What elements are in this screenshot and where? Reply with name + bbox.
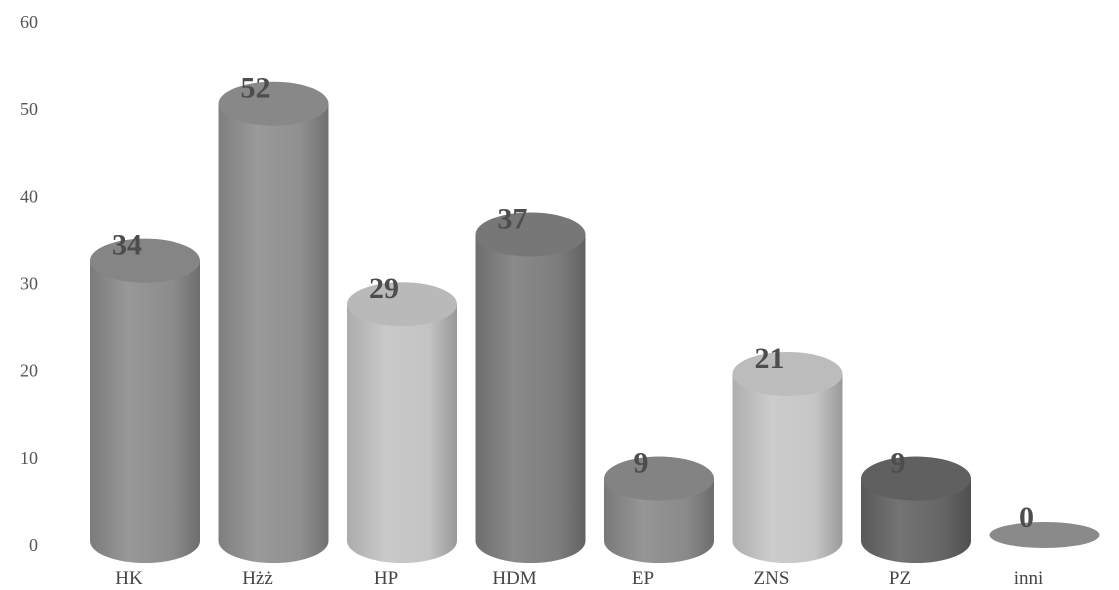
data-label: 9 xyxy=(891,447,906,480)
bar-HK xyxy=(90,239,200,563)
x-tick-label: HK xyxy=(115,568,143,589)
y-tick-label: 0 xyxy=(29,535,38,555)
y-tick-label: 10 xyxy=(20,448,38,468)
data-label: 9 xyxy=(634,447,649,480)
data-label: 37 xyxy=(498,202,528,235)
bar-top xyxy=(219,82,329,126)
data-label: 34 xyxy=(112,229,142,262)
bar-top xyxy=(990,522,1100,548)
data-label: 29 xyxy=(369,272,399,305)
bar-body xyxy=(476,234,586,563)
x-tick-label: inni xyxy=(1014,568,1044,589)
bar-top xyxy=(476,212,586,256)
bar-body xyxy=(733,374,843,563)
data-label: 0 xyxy=(1019,501,1034,534)
y-axis: 0 10 20 30 40 50 60 xyxy=(20,12,38,555)
x-tick-label: HDM xyxy=(492,568,536,589)
bar-body xyxy=(219,104,329,563)
bar-inni xyxy=(990,522,1100,548)
bar-top xyxy=(347,282,457,326)
bar-HDM xyxy=(476,212,586,563)
x-tick-label: Hżż xyxy=(242,568,273,589)
data-label: 21 xyxy=(755,342,785,375)
bar-top xyxy=(733,352,843,396)
bars xyxy=(90,82,1100,563)
bar-HP xyxy=(347,282,457,563)
y-tick-label: 50 xyxy=(20,99,38,119)
y-tick-label: 60 xyxy=(20,12,38,32)
x-tick-label: PZ xyxy=(889,568,911,589)
data-label: 52 xyxy=(241,72,271,105)
bar-top xyxy=(604,457,714,501)
bar-Hżż xyxy=(219,82,329,563)
bar-body xyxy=(347,304,457,563)
bar-EP xyxy=(604,457,714,563)
x-tick-label: EP xyxy=(632,568,654,589)
bar-top xyxy=(90,239,200,283)
x-tick-label: HP xyxy=(374,568,398,589)
bar-top xyxy=(861,457,971,501)
x-axis: HK Hżż HP HDM EP ZNS PZ inni xyxy=(115,568,1043,589)
bar-PZ xyxy=(861,457,971,563)
y-tick-label: 30 xyxy=(20,274,38,294)
y-tick-label: 20 xyxy=(20,361,38,381)
x-tick-label: ZNS xyxy=(754,568,790,589)
bar-ZNS xyxy=(733,352,843,563)
y-tick-label: 40 xyxy=(20,186,38,206)
bar-body xyxy=(90,261,200,563)
